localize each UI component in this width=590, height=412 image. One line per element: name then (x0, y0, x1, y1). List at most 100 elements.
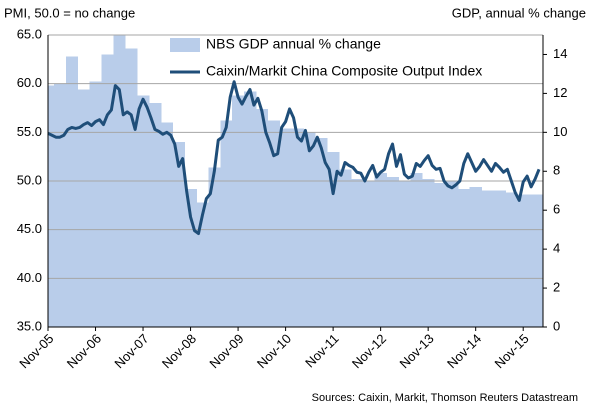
x-tick-label: Nov-06 (64, 331, 104, 371)
gdp-area-segment (200, 202, 205, 327)
x-tick-label: Nov-13 (396, 331, 436, 371)
gdp-area-segment (378, 173, 384, 327)
gdp-area-segment (319, 138, 324, 327)
gdp-area-segment (145, 95, 150, 327)
gdp-area-segment (73, 56, 79, 328)
gdp-area-segment (473, 186, 479, 327)
gdp-area-segment (390, 177, 395, 327)
gdp-area-segment (251, 91, 257, 327)
gdp-area-segment (240, 95, 245, 327)
gdp-area-segment (156, 103, 162, 327)
gdp-area-segment (69, 56, 75, 328)
gdp-area-segment (414, 173, 419, 327)
gdp-area-segment (335, 151, 340, 327)
gdp-area-segment (228, 120, 233, 327)
gdp-area-segment (93, 81, 98, 327)
gdp-area-segment (259, 108, 265, 328)
gdp-area-segment (192, 188, 197, 327)
y2-tick-label: 0 (553, 318, 560, 333)
gdp-area-segment (394, 177, 399, 327)
gdp-area-segment (49, 85, 55, 327)
y-tick-label: 60.0 (17, 75, 42, 90)
gdp-area-segment (279, 128, 285, 327)
gdp-area-segment (537, 194, 542, 327)
y-tick-label: 50.0 (17, 172, 42, 187)
gdp-area-segment (529, 194, 534, 327)
gdp-area-segment (485, 190, 490, 327)
y-tick-label: 35.0 (17, 318, 42, 333)
gdp-area-segment (517, 194, 522, 327)
gdp-area-segment (477, 186, 483, 327)
gdp-area-segment (236, 95, 241, 327)
gdp-area-segment (172, 142, 178, 327)
gdp-area-segment (521, 194, 526, 327)
gdp-area-segment (410, 173, 415, 327)
gdp-area-segment (327, 151, 332, 327)
gdp-area-segment (505, 192, 510, 327)
gdp-area-segment (509, 192, 514, 327)
gdp-area-segment (232, 95, 237, 327)
gdp-area-segment (461, 188, 467, 327)
gdp-area-segment (188, 188, 193, 327)
gdp-area-segment (137, 95, 142, 327)
gdp-area-segment (541, 194, 543, 327)
gdp-area-segment (497, 190, 502, 327)
gdp-area-segment (449, 181, 455, 327)
gdp-area-segment (164, 122, 170, 327)
gdp-area-segment (386, 177, 391, 327)
gdp-area-segment (105, 54, 110, 327)
gdp-area-segment (525, 194, 530, 327)
gdp-area-segment (208, 167, 213, 327)
gdp-area-segment (148, 103, 154, 327)
gdp-area-segment (434, 182, 439, 327)
gdp-area-segment (65, 56, 71, 328)
gdp-area-segment (295, 128, 300, 327)
x-tick-label: Nov-09 (206, 331, 246, 371)
gdp-area-segment (343, 169, 348, 327)
source-note: Sources: Caixin, Markit, Thomson Reuters… (312, 392, 578, 404)
y2-tick-label: 12 (553, 85, 567, 100)
y2-tick-label: 4 (553, 241, 560, 256)
gdp-area-segment (346, 169, 352, 327)
y2-axis-label: GDP, annual % change (452, 5, 586, 20)
gdp-area-segment (315, 138, 320, 327)
gdp-area-segment (168, 122, 174, 327)
gdp-area-segment (465, 188, 471, 327)
y-tick-label: 45.0 (17, 221, 42, 236)
gdp-area-segment (184, 188, 189, 327)
legend-label: Caixin/Markit China Composite Output Ind… (206, 63, 482, 79)
x-tick-label: Nov-10 (254, 331, 294, 371)
gdp-area-segment (85, 89, 90, 327)
y-tick-label: 55.0 (17, 124, 42, 139)
gdp-area-segment (244, 91, 249, 327)
gdp-area-segment (267, 120, 273, 327)
gdp-area-segment (442, 182, 447, 327)
legend-label: NBS GDP annual % change (206, 36, 381, 52)
gdp-area-segment (125, 48, 130, 327)
gdp-area-segment (255, 108, 261, 328)
gdp-area-segment (457, 188, 463, 327)
gdp-area-segment (533, 194, 538, 327)
gdp-area-segment (445, 181, 451, 327)
gdp-area-segment (406, 181, 411, 327)
gdp-area-segment (109, 54, 114, 327)
gdp-area-segment (358, 179, 364, 327)
gdp-area-segment (366, 181, 372, 327)
gdp-area-segment (323, 138, 328, 327)
gdp-area-segment (426, 179, 431, 327)
gdp-area-segment (299, 128, 304, 327)
gdp-area-segment (133, 48, 138, 327)
gdp-area-segment (438, 182, 443, 327)
y2-tick-label: 14 (553, 46, 567, 61)
gdp-area-segment (481, 190, 486, 327)
gdp-area-segment (77, 89, 83, 327)
gdp-area-segment (57, 83, 63, 328)
gdp-area-segment (61, 83, 67, 328)
y-tick-label: 40.0 (17, 270, 42, 285)
legend-swatch (170, 38, 200, 52)
gdp-area-segment (339, 169, 344, 327)
gdp-area-segment (160, 122, 166, 327)
gdp-area-segment (362, 181, 368, 327)
x-tick-label: Nov-11 (302, 331, 342, 371)
